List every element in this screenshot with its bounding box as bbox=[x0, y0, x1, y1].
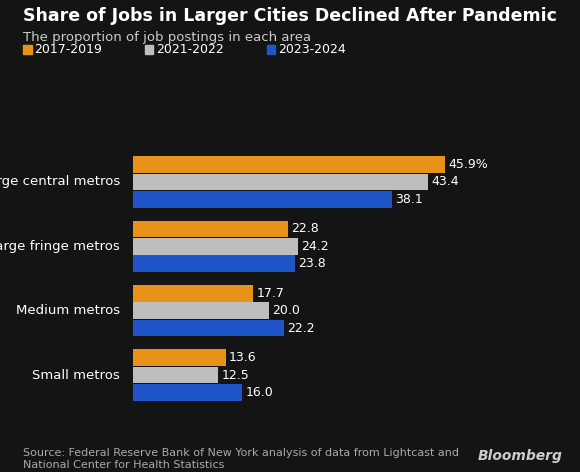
Text: 16.0: 16.0 bbox=[245, 386, 273, 399]
Text: 2017-2019: 2017-2019 bbox=[35, 43, 103, 56]
Bar bbox=[133, 220, 288, 237]
Text: 23.8: 23.8 bbox=[298, 257, 326, 270]
Text: Source: Federal Reserve Bank of New York analysis of data from Lightcast and
Nat: Source: Federal Reserve Bank of New York… bbox=[23, 448, 459, 470]
Text: Share of Jobs in Larger Cities Declined After Pandemic: Share of Jobs in Larger Cities Declined … bbox=[23, 7, 557, 25]
Text: Bloomberg: Bloomberg bbox=[478, 448, 563, 463]
Bar bbox=[133, 285, 253, 302]
Bar bbox=[133, 238, 298, 255]
Bar bbox=[133, 191, 392, 208]
Text: 22.8: 22.8 bbox=[292, 222, 319, 236]
Text: 22.2: 22.2 bbox=[288, 321, 315, 335]
Text: 43.4: 43.4 bbox=[432, 176, 459, 188]
Text: 17.7: 17.7 bbox=[257, 287, 285, 300]
Text: 2023-2024: 2023-2024 bbox=[278, 43, 346, 56]
Text: 45.9%: 45.9% bbox=[448, 158, 488, 171]
Bar bbox=[133, 156, 445, 173]
Bar bbox=[133, 384, 242, 401]
Text: The proportion of job postings in each area: The proportion of job postings in each a… bbox=[23, 31, 311, 44]
Bar bbox=[133, 349, 226, 366]
Text: 24.2: 24.2 bbox=[301, 240, 329, 253]
Text: 20.0: 20.0 bbox=[273, 304, 300, 317]
Text: 13.6: 13.6 bbox=[229, 351, 257, 364]
Text: 12.5: 12.5 bbox=[222, 369, 249, 381]
Bar bbox=[133, 174, 428, 190]
Bar bbox=[133, 367, 218, 383]
Bar bbox=[133, 302, 269, 319]
Text: 38.1: 38.1 bbox=[396, 193, 423, 206]
Text: 2021-2022: 2021-2022 bbox=[157, 43, 224, 56]
Bar bbox=[133, 255, 295, 272]
Bar bbox=[133, 320, 284, 337]
